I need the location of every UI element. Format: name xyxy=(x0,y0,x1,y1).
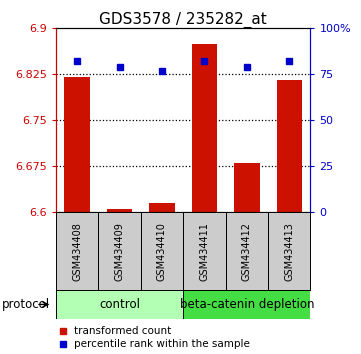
FancyBboxPatch shape xyxy=(141,212,183,290)
Text: GSM434412: GSM434412 xyxy=(242,222,252,281)
Bar xyxy=(234,163,260,212)
Bar xyxy=(192,44,217,212)
FancyBboxPatch shape xyxy=(56,290,183,319)
Title: GDS3578 / 235282_at: GDS3578 / 235282_at xyxy=(99,12,267,28)
Text: GSM434409: GSM434409 xyxy=(114,222,125,281)
FancyBboxPatch shape xyxy=(56,212,98,290)
FancyBboxPatch shape xyxy=(268,212,310,290)
Text: GSM434413: GSM434413 xyxy=(284,222,294,281)
Bar xyxy=(64,78,90,212)
Bar xyxy=(277,80,302,212)
FancyBboxPatch shape xyxy=(98,212,141,290)
Bar xyxy=(107,209,132,212)
Text: control: control xyxy=(99,298,140,311)
Text: GSM434410: GSM434410 xyxy=(157,222,167,281)
Text: beta-catenin depletion: beta-catenin depletion xyxy=(179,298,314,311)
FancyBboxPatch shape xyxy=(183,290,310,319)
Text: percentile rank within the sample: percentile rank within the sample xyxy=(74,339,250,349)
Text: transformed count: transformed count xyxy=(74,326,171,336)
Text: GSM434411: GSM434411 xyxy=(199,222,209,281)
Text: GSM434408: GSM434408 xyxy=(72,222,82,281)
FancyBboxPatch shape xyxy=(183,212,226,290)
FancyBboxPatch shape xyxy=(226,212,268,290)
Bar xyxy=(149,203,175,212)
Text: protocol: protocol xyxy=(2,298,50,311)
